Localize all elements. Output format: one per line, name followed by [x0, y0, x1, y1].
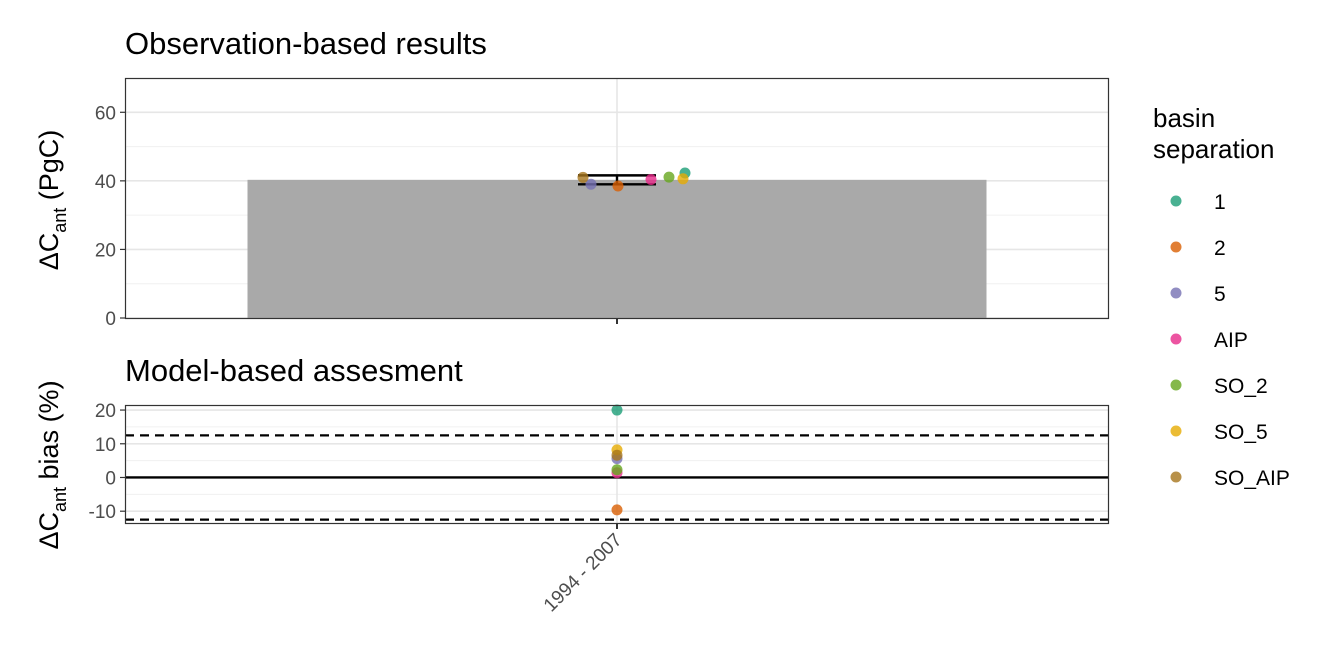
legend-label: 2 — [1214, 237, 1226, 260]
y-tick-label: 10 — [95, 435, 116, 456]
legend-title-line2: separation — [1153, 134, 1274, 164]
top-y-label-prefix: ΔC — [34, 233, 64, 271]
data-point — [645, 173, 657, 185]
y-tick-label: 60 — [95, 103, 116, 124]
bottom-panel: Model-based assesment ΔCant bias (%) -10… — [34, 353, 1110, 616]
legend-key — [1170, 333, 1182, 345]
y-tick-label: -10 — [89, 502, 116, 523]
bottom-y-label-prefix: ΔC — [34, 512, 64, 550]
legend-label: 1 — [1214, 191, 1226, 214]
legend: basin separation 1 2 5 AIP SO_2 SO_5 SO_AIP — [1153, 103, 1290, 490]
data-point — [611, 404, 623, 416]
top-y-axis-label: ΔCant (PgC) — [34, 130, 70, 271]
data-point — [612, 180, 624, 192]
y-tick-label: 0 — [105, 468, 116, 489]
bottom-points — [611, 404, 623, 516]
bottom-y-ticks: -10 0 10 20 — [89, 401, 125, 523]
top-y-ticks: 0 20 40 60 — [95, 103, 618, 330]
legend-key — [1170, 425, 1182, 437]
y-tick-label: 20 — [95, 240, 116, 261]
bottom-y-axis-label: ΔCant bias (%) — [34, 380, 70, 549]
legend-key — [1170, 241, 1182, 253]
legend-items: 1 2 5 AIP SO_2 SO_5 SO_AIP — [1170, 191, 1290, 490]
legend-key — [1170, 471, 1182, 483]
legend-key — [1170, 379, 1182, 391]
top-points — [577, 167, 691, 192]
y-tick-label: 40 — [95, 172, 116, 193]
data-point — [611, 464, 623, 476]
legend-label: SO_2 — [1214, 375, 1268, 398]
top-bars — [247, 179, 987, 318]
legend-label: SO_5 — [1214, 421, 1268, 444]
data-point — [663, 171, 675, 183]
legend-label: SO_AIP — [1214, 467, 1290, 490]
legend-key — [1170, 195, 1182, 207]
data-point — [611, 449, 623, 461]
legend-title-line1: basin — [1153, 103, 1215, 133]
top-panel: Observation-based results ΔCant (PgC) 0 2… — [34, 26, 1110, 330]
x-tick-label: 1994 - 2007 — [540, 530, 627, 617]
y-tick-label: 20 — [95, 401, 116, 422]
bottom-y-label-sub: ant — [50, 487, 70, 512]
top-y-label-suffix: (PgC) — [34, 130, 64, 208]
top-y-label-sub: ant — [50, 208, 70, 233]
bar — [247, 179, 987, 318]
data-point — [677, 173, 689, 185]
legend-key — [1170, 287, 1182, 299]
bottom-y-label-suffix: bias (%) — [34, 380, 64, 487]
legend-label: 5 — [1214, 283, 1226, 306]
data-point — [611, 504, 623, 516]
bottom-panel-title: Model-based assesment — [125, 353, 463, 388]
legend-label: AIP — [1214, 329, 1248, 352]
data-point — [577, 171, 589, 183]
y-tick-label: 0 — [105, 309, 116, 330]
top-panel-title: Observation-based results — [125, 26, 487, 61]
data-point — [585, 178, 597, 190]
bottom-x-ticks: 1994 - 2007 — [540, 523, 627, 616]
